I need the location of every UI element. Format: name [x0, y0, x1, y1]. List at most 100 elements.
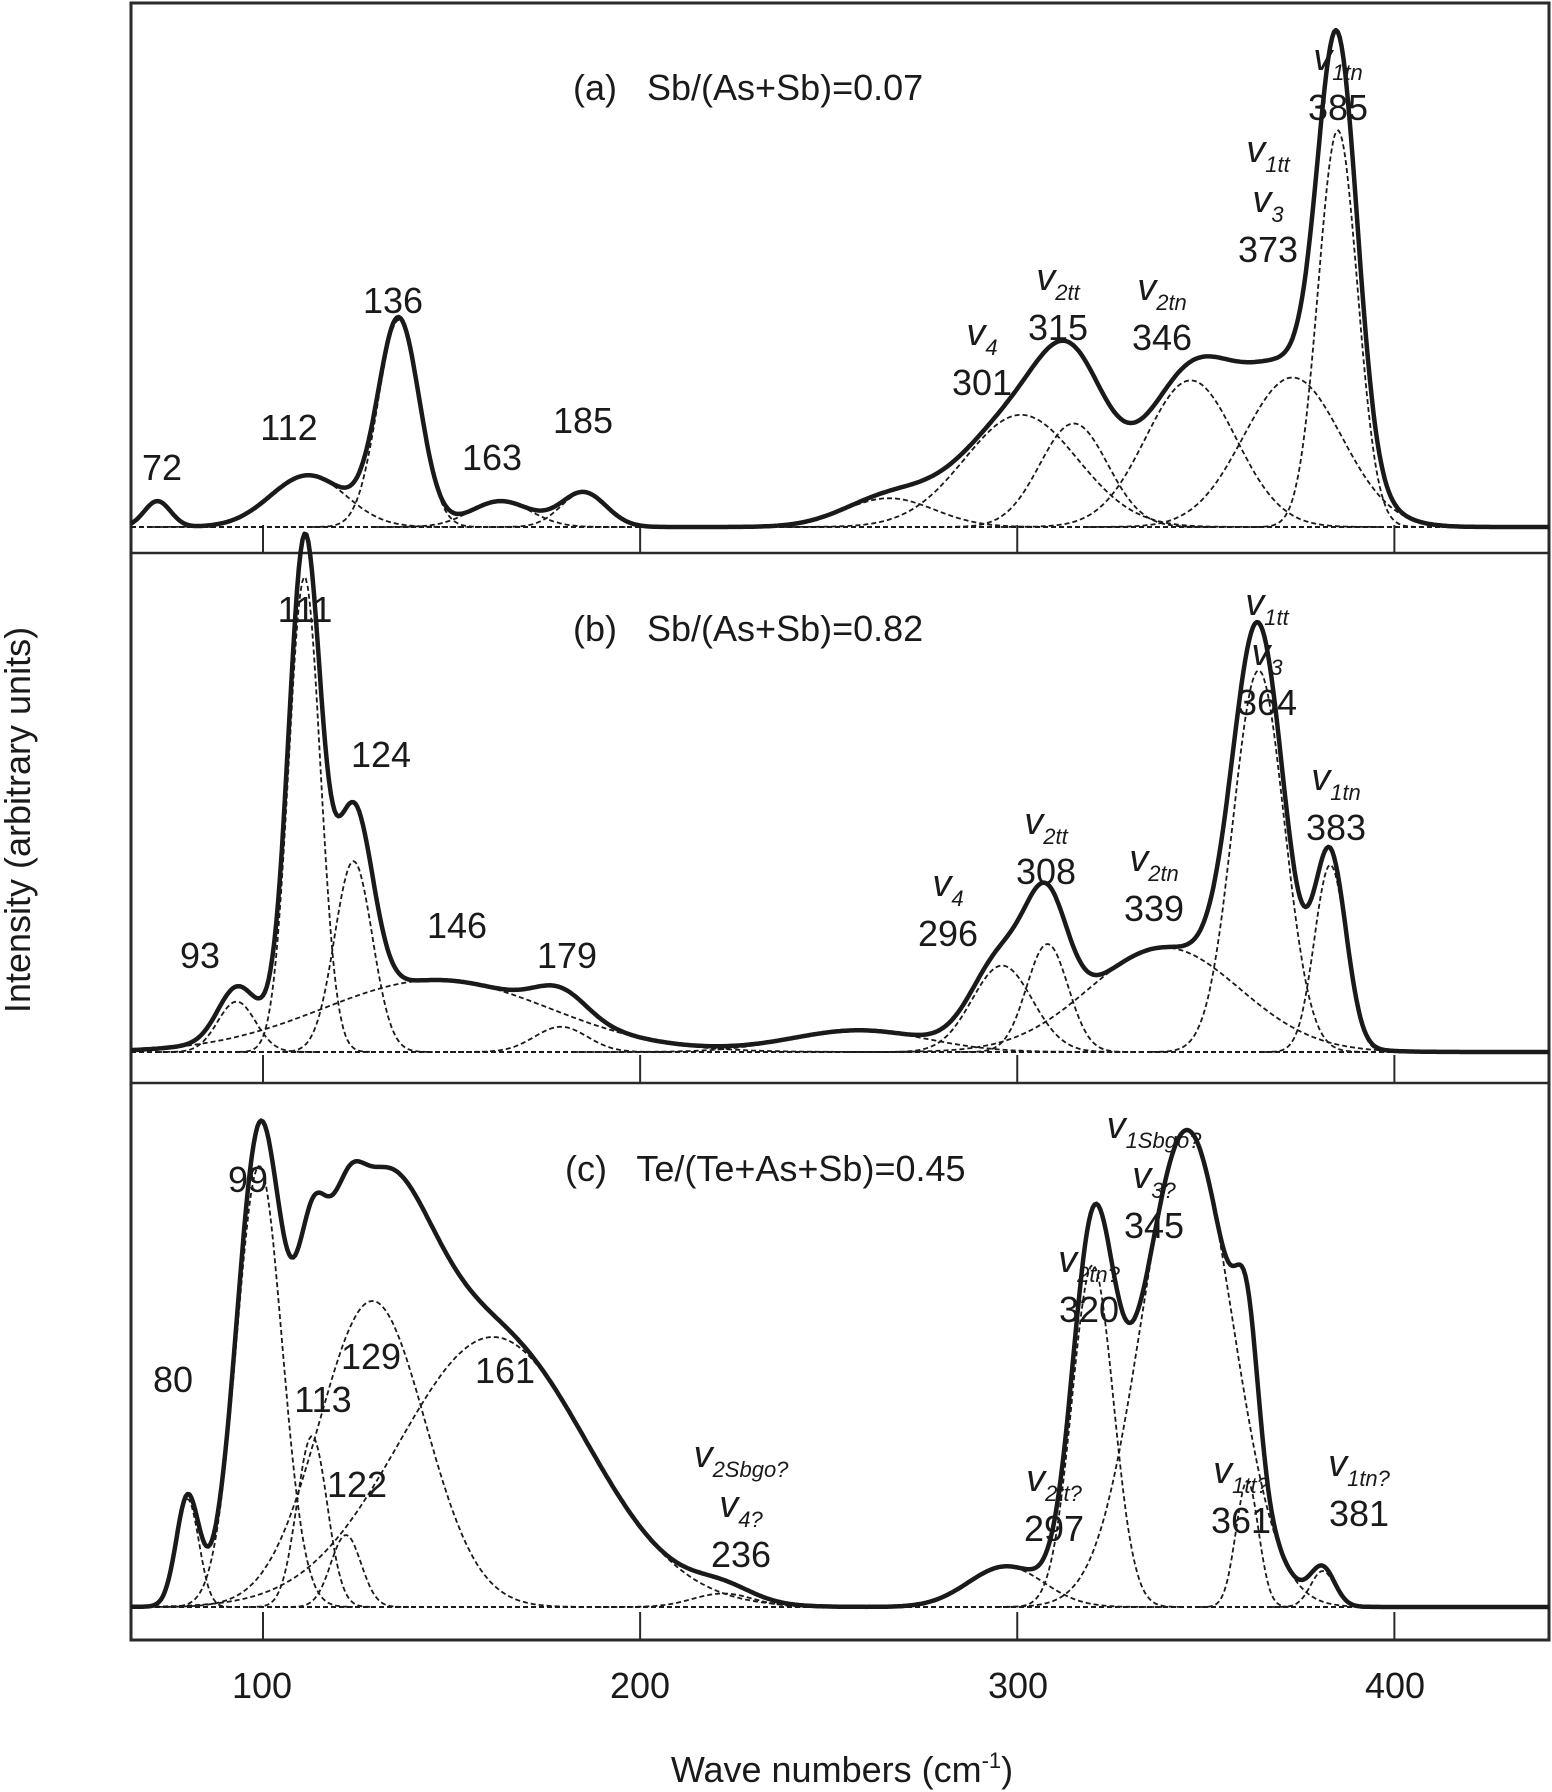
- mode-subscript: 3: [1270, 655, 1283, 680]
- component-peak-124: [274, 860, 433, 1053]
- mode-label: v2tt: [1024, 801, 1068, 849]
- component-peak-146: [130, 979, 912, 1053]
- panel-b-title: (b) Sb/(As+Sb)=0.82: [573, 608, 923, 649]
- nu-symbol: v: [1245, 582, 1266, 624]
- mode-label: v4: [966, 312, 997, 360]
- nu-symbol: v: [719, 1484, 740, 1526]
- x-tick-label-200: 200: [610, 1665, 670, 1706]
- mode-subscript: 1tt: [1264, 605, 1289, 630]
- mode-label: v1tn?: [1328, 1443, 1391, 1491]
- peak-label-236: 236: [711, 1534, 771, 1575]
- peak-label-345: 345: [1124, 1205, 1184, 1246]
- x-axis-title-main: Wave numbers (cm: [671, 1749, 982, 1790]
- component-peak-93: [157, 1000, 316, 1053]
- peak-label-339: 339: [1124, 888, 1184, 929]
- component-peak-136: [311, 319, 486, 528]
- mode-subscript: 2Sbgo?: [712, 1457, 790, 1482]
- nu-symbol: v: [1328, 1443, 1349, 1485]
- nu-symbol: v: [1132, 1155, 1153, 1197]
- peak-label-364: 364: [1237, 682, 1297, 723]
- mode-subscript: 1tn: [1330, 780, 1361, 805]
- peak-label-163: 163: [462, 437, 522, 478]
- mode-label: v1tt?: [1213, 1450, 1269, 1498]
- mode-subscript: 1Sbgo?: [1126, 1128, 1203, 1153]
- nu-symbol: v: [1129, 838, 1150, 880]
- peak-label-113: 113: [294, 1379, 351, 1420]
- mode-label: v1Sbgo?: [1107, 1105, 1203, 1153]
- mode-subscript: 2tn: [1147, 861, 1179, 886]
- component-peak-80: [140, 1498, 235, 1608]
- component-peak-339: [847, 946, 1482, 1053]
- peak-label-93: 93: [180, 935, 220, 976]
- mode-subscript: 2tn: [1155, 290, 1187, 315]
- component-peak-361: [1199, 1479, 1295, 1608]
- mode-label: v4: [932, 863, 963, 911]
- mode-subscript: 2tt?: [1044, 1481, 1082, 1506]
- mode-label: v1tt: [1246, 129, 1290, 177]
- component-peak-308: [960, 943, 1134, 1053]
- mode-label: v2tn: [1137, 267, 1187, 315]
- component-peak-373: [1086, 376, 1498, 528]
- mode-subscript: 4: [951, 886, 963, 911]
- component-peak-383: [1263, 863, 1396, 1053]
- peak-label-346: 346: [1132, 317, 1192, 358]
- nu-symbol: v: [1137, 267, 1158, 309]
- nu-symbol: v: [1036, 257, 1057, 299]
- nu-symbol: v: [1311, 757, 1332, 799]
- mode-label: v2Sbgo?: [694, 1434, 790, 1482]
- peak-label-124: 124: [351, 734, 411, 775]
- component-peak-112: [149, 474, 467, 528]
- panel-a: 72112136163185v4301v2tt315v2tn346v1ttv33…: [129, 27, 1550, 530]
- peak-label-373: 373: [1238, 229, 1298, 270]
- peak-label-385: 385: [1308, 87, 1368, 128]
- component-peak-222: [596, 1592, 850, 1608]
- peak-label-301: 301: [952, 362, 1012, 403]
- component-peak-99: [164, 1165, 353, 1608]
- x-tick-label-300: 300: [988, 1665, 1048, 1706]
- x-axis-ticks: [261, 525, 1396, 1640]
- mode-label: v1tn: [1311, 757, 1361, 805]
- component-peak-297: [847, 1565, 1165, 1608]
- mode-label: v4?: [719, 1484, 763, 1532]
- mode-label: v3?: [1132, 1155, 1176, 1203]
- peak-label-99: 99: [228, 1159, 268, 1200]
- component-peak-179: [450, 1025, 671, 1053]
- mode-subscript: 1tt: [1265, 152, 1290, 177]
- x-axis-title-end: ): [1001, 1749, 1013, 1790]
- component-peak-122: [282, 1534, 409, 1608]
- mode-label: v1tt: [1245, 582, 1289, 630]
- envelope-spectrum-a: [129, 27, 1550, 530]
- nu-symbol: v: [694, 1434, 715, 1476]
- x-axis-title-sup: -1: [982, 1748, 1002, 1773]
- peak-label-296: 296: [918, 913, 978, 954]
- x-tick-label-100: 100: [232, 1665, 292, 1706]
- component-peak-296: [875, 964, 1129, 1053]
- mode-subscript: 4: [985, 335, 997, 360]
- plot-frame: [129, 1, 1551, 1642]
- peak-label-381: 381: [1329, 1493, 1389, 1534]
- mode-label: v3: [1251, 632, 1283, 680]
- peak-label-129: 129: [341, 1336, 401, 1377]
- x-axis-title: Wave numbers (cm-1): [671, 1748, 1013, 1790]
- component-peak-346: [1000, 379, 1380, 528]
- peak-label-136: 136: [363, 280, 423, 321]
- peak-label-383: 383: [1306, 807, 1366, 848]
- mode-subscript: 2tn?: [1076, 1262, 1121, 1287]
- mode-subscript: 2tt: [1042, 824, 1068, 849]
- nu-symbol: v: [1213, 1450, 1234, 1492]
- mode-subscript: 1tt?: [1232, 1473, 1269, 1498]
- mode-label: v2tt?: [1026, 1458, 1082, 1506]
- mode-label: v2tt: [1036, 257, 1080, 305]
- component-peak-111: [238, 575, 370, 1053]
- peak-label-361: 361: [1211, 1500, 1271, 1541]
- panel-a-title: (a) Sb/(As+Sb)=0.07: [573, 67, 923, 108]
- component-peak-315: [931, 422, 1216, 528]
- nu-symbol: v: [1107, 1105, 1128, 1147]
- peak-label-308: 308: [1016, 851, 1076, 892]
- component-peak-129: [150, 1300, 594, 1608]
- peak-label-112: 112: [260, 407, 317, 448]
- peak-label-185: 185: [553, 400, 613, 441]
- envelope-spectrum-c: [130, 1118, 1550, 1610]
- component-peak-385: [1255, 129, 1420, 528]
